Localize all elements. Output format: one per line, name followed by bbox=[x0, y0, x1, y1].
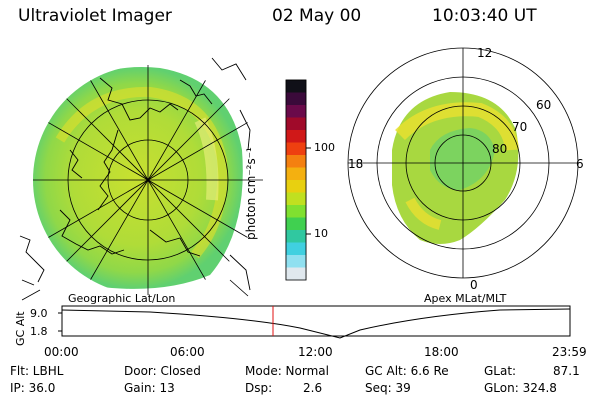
x-tick-1800: 18:00 bbox=[424, 345, 459, 359]
y-tick-9: 9.0 bbox=[30, 307, 48, 320]
colorbar-stripe bbox=[286, 117, 306, 131]
glat-info: GLat: bbox=[484, 364, 517, 378]
colorbar-stripe bbox=[286, 130, 306, 143]
gc-alt-info: GC Alt: 6.6 Re bbox=[365, 364, 449, 378]
colorbar-stripe bbox=[286, 155, 306, 168]
mode-info: Mode: Normal bbox=[245, 364, 329, 378]
dsp-info: Dsp: bbox=[245, 381, 273, 395]
seq-info: Seq: 39 bbox=[365, 381, 411, 395]
colorbar bbox=[285, 79, 311, 281]
colorbar-stripe bbox=[286, 80, 306, 93]
y-tick-1-8: 1.8 bbox=[30, 325, 48, 338]
colorbar-stripe bbox=[286, 267, 306, 281]
colorbar-stripe bbox=[286, 180, 306, 193]
gc-altitude-curve bbox=[61, 308, 571, 339]
colorbar-stripe bbox=[286, 205, 306, 218]
colorbar-stripe bbox=[286, 230, 306, 243]
mlat-80-label: 80 bbox=[492, 142, 508, 156]
colorbar-tick-100: 100 bbox=[314, 141, 335, 154]
colorbar-stripe bbox=[286, 142, 306, 156]
mlt-18-label: 18 bbox=[348, 157, 364, 171]
colorbar-stripe bbox=[286, 242, 306, 256]
x-tick-2359: 23:59 bbox=[552, 345, 587, 359]
mlt-12-label: 12 bbox=[477, 46, 493, 60]
mlt-6-label: 6 bbox=[576, 157, 584, 171]
x-tick-1200: 12:00 bbox=[298, 345, 333, 359]
colorbar-stripe bbox=[286, 255, 306, 268]
dsp-value: 2.6 bbox=[303, 381, 323, 395]
time: 10:03:40 UT bbox=[432, 6, 537, 26]
filter-info: Flt: LBHL bbox=[10, 364, 64, 378]
apex-map bbox=[347, 47, 579, 279]
title: Ultraviolet Imager bbox=[18, 6, 172, 26]
timeline-axis-title: GC Alt bbox=[14, 311, 27, 346]
glon-info: GLon: 324.8 bbox=[484, 381, 557, 395]
gain-info: Gain: 13 bbox=[124, 381, 175, 395]
x-tick-0600: 06:00 bbox=[170, 345, 205, 359]
ip-info: IP: 36.0 bbox=[10, 381, 56, 395]
x-tick-0000: 00:00 bbox=[44, 345, 79, 359]
mlt-0-label: 0 bbox=[470, 278, 478, 292]
coastlines bbox=[59, 77, 213, 257]
apex-caption: Apex MLat/MLT bbox=[424, 292, 507, 305]
geographic-map bbox=[19, 57, 263, 301]
mlat-60-label: 60 bbox=[536, 98, 552, 112]
colorbar-stripe bbox=[286, 92, 306, 106]
colorbar-stripe bbox=[286, 192, 306, 206]
geographic-caption: Geographic Lat/Lon bbox=[68, 292, 176, 305]
colorbar-stripe bbox=[286, 167, 306, 181]
date: 02 May 00 bbox=[272, 6, 362, 26]
colorbar-stripe bbox=[286, 105, 306, 118]
colorbar-tick-10: 10 bbox=[314, 227, 328, 240]
door-info: Door: Closed bbox=[124, 364, 201, 378]
emission-region bbox=[33, 67, 243, 289]
mlat-70-label: 70 bbox=[512, 120, 528, 134]
glat-value: 87.1 bbox=[553, 364, 580, 378]
colorbar-stripe bbox=[286, 217, 306, 231]
